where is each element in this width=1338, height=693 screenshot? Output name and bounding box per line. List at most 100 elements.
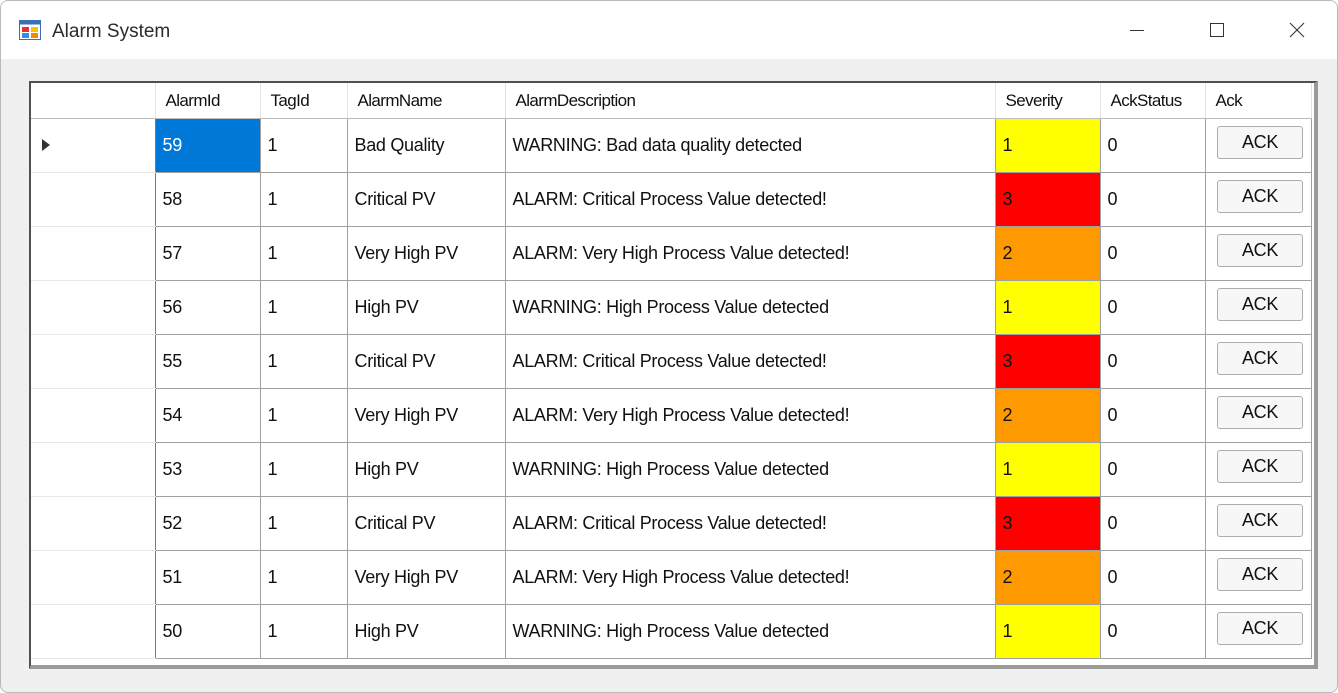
cell-severity[interactable]: 1 — [995, 604, 1101, 659]
cell-ackstatus[interactable]: 0 — [1100, 604, 1206, 659]
row-header[interactable] — [31, 280, 156, 335]
ack-button[interactable]: ACK — [1217, 234, 1303, 267]
cell-alarmname[interactable]: High PV — [347, 442, 506, 497]
table-row[interactable]: 58 1 Critical PV ALARM: Critical Process Va… — [31, 172, 1312, 227]
table-row[interactable]: 53 1 High PV WARNING: High Process Value de… — [31, 442, 1312, 497]
cell-severity[interactable]: 1 — [995, 280, 1101, 335]
row-header[interactable] — [31, 496, 156, 551]
column-header-alarmdescription[interactable]: AlarmDescription — [505, 83, 996, 119]
cell-tagid[interactable]: 1 — [260, 334, 348, 389]
table-row[interactable]: 57 1 Very High PV ALARM: Very High Process … — [31, 226, 1312, 281]
cell-alarmdescription[interactable]: WARNING: High Process Value detected — [505, 280, 996, 335]
cell-tagid[interactable]: 1 — [260, 280, 348, 335]
cell-alarmname[interactable]: Critical PV — [347, 334, 506, 389]
cell-alarmdescription[interactable]: ALARM: Critical Process Value detected! — [505, 496, 996, 551]
cell-alarmname[interactable]: Critical PV — [347, 172, 506, 227]
row-header[interactable] — [31, 550, 156, 605]
cell-severity[interactable]: 1 — [995, 442, 1101, 497]
row-header[interactable] — [31, 334, 156, 389]
table-row[interactable]: 56 1 High PV WARNING: High Process Value de… — [31, 280, 1312, 335]
cell-alarmdescription[interactable]: WARNING: Bad data quality detected — [505, 118, 996, 173]
cell-alarmdescription[interactable]: WARNING: High Process Value detected — [505, 604, 996, 659]
cell-alarmname[interactable]: Very High PV — [347, 226, 506, 281]
cell-alarmdescription[interactable]: ALARM: Critical Process Value detected! — [505, 172, 996, 227]
ack-button[interactable]: ACK — [1217, 180, 1303, 213]
column-header-ackstatus[interactable]: AckStatus — [1100, 83, 1206, 119]
column-header-ack[interactable]: Ack — [1205, 83, 1312, 119]
cell-alarmid[interactable]: 51 — [155, 550, 261, 605]
cell-alarmid[interactable]: 57 — [155, 226, 261, 281]
cell-severity[interactable]: 1 — [995, 118, 1101, 173]
cell-alarmid[interactable]: 53 — [155, 442, 261, 497]
cell-ackstatus[interactable]: 0 — [1100, 496, 1206, 551]
cell-severity[interactable]: 3 — [995, 172, 1101, 227]
table-row[interactable]: 55 1 Critical PV ALARM: Critical Process Va… — [31, 334, 1312, 389]
ack-button[interactable]: ACK — [1217, 558, 1303, 591]
cell-ackstatus[interactable]: 0 — [1100, 388, 1206, 443]
cell-alarmid[interactable]: 50 — [155, 604, 261, 659]
cell-alarmname[interactable]: Bad Quality — [347, 118, 506, 173]
table-row[interactable]: 59 1 Bad Quality WARNING: Bad data quality … — [31, 118, 1312, 173]
cell-alarmdescription[interactable]: ALARM: Very High Process Value detected! — [505, 388, 996, 443]
title-bar[interactable]: Alarm System — [1, 1, 1337, 59]
ack-button[interactable]: ACK — [1217, 396, 1303, 429]
cell-tagid[interactable]: 1 — [260, 172, 348, 227]
row-header[interactable] — [31, 388, 156, 443]
cell-tagid[interactable]: 1 — [260, 550, 348, 605]
ack-button[interactable]: ACK — [1217, 288, 1303, 321]
alarm-data-grid[interactable]: AlarmId TagId AlarmName AlarmDescription… — [29, 81, 1318, 669]
table-row[interactable]: 52 1 Critical PV ALARM: Critical Process Va… — [31, 496, 1312, 551]
column-header-alarmid[interactable]: AlarmId — [155, 83, 261, 119]
cell-alarmdescription[interactable]: ALARM: Very High Process Value detected! — [505, 226, 996, 281]
cell-tagid[interactable]: 1 — [260, 442, 348, 497]
cell-severity[interactable]: 3 — [995, 334, 1101, 389]
cell-tagid[interactable]: 1 — [260, 226, 348, 281]
cell-ackstatus[interactable]: 0 — [1100, 226, 1206, 281]
cell-alarmid[interactable]: 54 — [155, 388, 261, 443]
cell-alarmname[interactable]: Very High PV — [347, 388, 506, 443]
maximize-button[interactable] — [1177, 1, 1257, 59]
ack-button[interactable]: ACK — [1217, 612, 1303, 645]
cell-ackstatus[interactable]: 0 — [1100, 118, 1206, 173]
cell-alarmname[interactable]: High PV — [347, 604, 506, 659]
cell-alarmname[interactable]: Critical PV — [347, 496, 506, 551]
cell-alarmname[interactable]: High PV — [347, 280, 506, 335]
row-header[interactable] — [31, 604, 156, 659]
cell-tagid[interactable]: 1 — [260, 604, 348, 659]
table-row[interactable]: 54 1 Very High PV ALARM: Very High Process … — [31, 388, 1312, 443]
cell-alarmid[interactable]: 56 — [155, 280, 261, 335]
cell-tagid[interactable]: 1 — [260, 388, 348, 443]
cell-alarmdescription[interactable]: ALARM: Very High Process Value detected! — [505, 550, 996, 605]
cell-ackstatus[interactable]: 0 — [1100, 280, 1206, 335]
cell-alarmid[interactable]: 58 — [155, 172, 261, 227]
row-header[interactable] — [31, 226, 156, 281]
cell-alarmid[interactable]: 52 — [155, 496, 261, 551]
minimize-button[interactable] — [1097, 1, 1177, 59]
cell-severity[interactable]: 3 — [995, 496, 1101, 551]
column-header-tagid[interactable]: TagId — [260, 83, 348, 119]
cell-alarmname[interactable]: Very High PV — [347, 550, 506, 605]
table-row[interactable]: 50 1 High PV WARNING: High Process Value de… — [31, 604, 1312, 659]
cell-ackstatus[interactable]: 0 — [1100, 334, 1206, 389]
ack-button[interactable]: ACK — [1217, 450, 1303, 483]
cell-alarmdescription[interactable]: WARNING: High Process Value detected — [505, 442, 996, 497]
cell-severity[interactable]: 2 — [995, 550, 1101, 605]
cell-ackstatus[interactable]: 0 — [1100, 550, 1206, 605]
cell-ackstatus[interactable]: 0 — [1100, 172, 1206, 227]
ack-button[interactable]: ACK — [1217, 126, 1303, 159]
row-header[interactable] — [31, 118, 156, 173]
row-header[interactable] — [31, 172, 156, 227]
row-header-corner[interactable] — [31, 83, 156, 119]
ack-button[interactable]: ACK — [1217, 504, 1303, 537]
row-header[interactable] — [31, 442, 156, 497]
table-row[interactable]: 51 1 Very High PV ALARM: Very High Process … — [31, 550, 1312, 605]
cell-ackstatus[interactable]: 0 — [1100, 442, 1206, 497]
cell-severity[interactable]: 2 — [995, 388, 1101, 443]
column-header-severity[interactable]: Severity — [995, 83, 1101, 119]
close-button[interactable] — [1257, 1, 1337, 59]
column-header-alarmname[interactable]: AlarmName — [347, 83, 506, 119]
cell-severity[interactable]: 2 — [995, 226, 1101, 281]
cell-tagid[interactable]: 1 — [260, 496, 348, 551]
cell-alarmid[interactable]: 55 — [155, 334, 261, 389]
ack-button[interactable]: ACK — [1217, 342, 1303, 375]
